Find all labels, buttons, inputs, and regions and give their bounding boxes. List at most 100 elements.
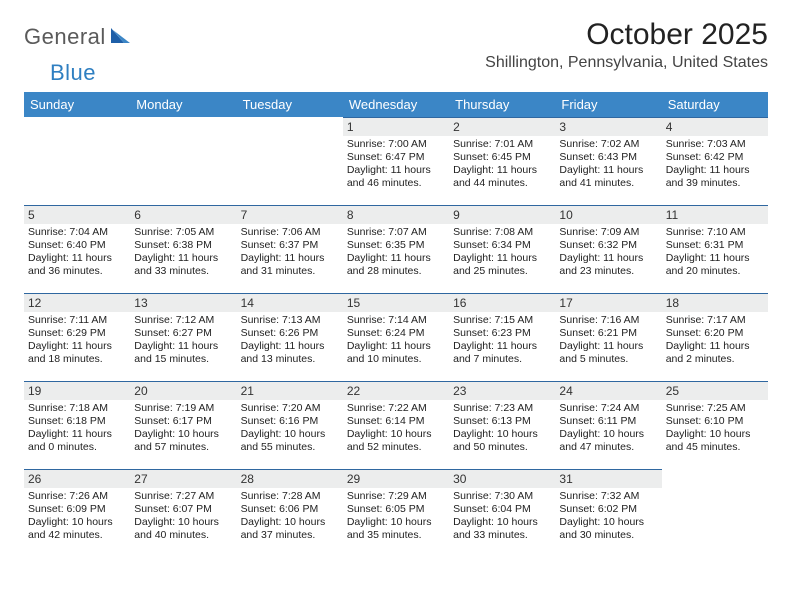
day-details: Sunrise: 7:10 AMSunset: 6:31 PMDaylight:… xyxy=(662,224,768,279)
day-details: Sunrise: 7:11 AMSunset: 6:29 PMDaylight:… xyxy=(24,312,130,367)
day-number: 23 xyxy=(449,381,555,400)
calendar-header-row: SundayMondayTuesdayWednesdayThursdayFrid… xyxy=(24,92,768,117)
day-number: 1 xyxy=(343,117,449,136)
day-number: 31 xyxy=(555,469,661,488)
calendar-day-cell: 29Sunrise: 7:29 AMSunset: 6:05 PMDayligh… xyxy=(343,469,449,557)
day-number: 7 xyxy=(237,205,343,224)
day-number: 11 xyxy=(662,205,768,224)
location-text: Shillington, Pennsylvania, United States xyxy=(485,54,768,72)
calendar-day-cell: 20Sunrise: 7:19 AMSunset: 6:17 PMDayligh… xyxy=(130,381,236,469)
day-number: 27 xyxy=(130,469,236,488)
day-details: Sunrise: 7:18 AMSunset: 6:18 PMDaylight:… xyxy=(24,400,130,455)
day-details: Sunrise: 7:13 AMSunset: 6:26 PMDaylight:… xyxy=(237,312,343,367)
calendar-body: 1Sunrise: 7:00 AMSunset: 6:47 PMDaylight… xyxy=(24,117,768,557)
day-number: 17 xyxy=(555,293,661,312)
calendar-day-cell: 25Sunrise: 7:25 AMSunset: 6:10 PMDayligh… xyxy=(662,381,768,469)
calendar-empty-cell xyxy=(24,117,130,205)
calendar-day-cell: 5Sunrise: 7:04 AMSunset: 6:40 PMDaylight… xyxy=(24,205,130,293)
day-number: 28 xyxy=(237,469,343,488)
day-number: 21 xyxy=(237,381,343,400)
calendar-day-cell: 30Sunrise: 7:30 AMSunset: 6:04 PMDayligh… xyxy=(449,469,555,557)
calendar-week-row: 1Sunrise: 7:00 AMSunset: 6:47 PMDaylight… xyxy=(24,117,768,205)
day-details: Sunrise: 7:03 AMSunset: 6:42 PMDaylight:… xyxy=(662,136,768,191)
calendar-day-cell: 24Sunrise: 7:24 AMSunset: 6:11 PMDayligh… xyxy=(555,381,661,469)
logo-sail-icon xyxy=(110,26,132,49)
day-number: 20 xyxy=(130,381,236,400)
day-details: Sunrise: 7:22 AMSunset: 6:14 PMDaylight:… xyxy=(343,400,449,455)
calendar-day-cell: 23Sunrise: 7:23 AMSunset: 6:13 PMDayligh… xyxy=(449,381,555,469)
day-number: 19 xyxy=(24,381,130,400)
logo-text-general: General xyxy=(24,24,106,50)
calendar-page: General October 2025 Shillington, Pennsy… xyxy=(0,0,792,557)
day-details: Sunrise: 7:26 AMSunset: 6:09 PMDaylight:… xyxy=(24,488,130,543)
day-number: 10 xyxy=(555,205,661,224)
day-number: 5 xyxy=(24,205,130,224)
calendar-day-cell: 8Sunrise: 7:07 AMSunset: 6:35 PMDaylight… xyxy=(343,205,449,293)
calendar-empty-cell xyxy=(662,469,768,557)
day-number: 29 xyxy=(343,469,449,488)
day-header: Wednesday xyxy=(343,92,449,117)
day-number: 18 xyxy=(662,293,768,312)
day-number: 25 xyxy=(662,381,768,400)
day-number: 4 xyxy=(662,117,768,136)
day-details: Sunrise: 7:07 AMSunset: 6:35 PMDaylight:… xyxy=(343,224,449,279)
day-details: Sunrise: 7:24 AMSunset: 6:11 PMDaylight:… xyxy=(555,400,661,455)
calendar-day-cell: 12Sunrise: 7:11 AMSunset: 6:29 PMDayligh… xyxy=(24,293,130,381)
day-details: Sunrise: 7:17 AMSunset: 6:20 PMDaylight:… xyxy=(662,312,768,367)
day-number: 6 xyxy=(130,205,236,224)
calendar-empty-cell xyxy=(237,117,343,205)
day-details: Sunrise: 7:06 AMSunset: 6:37 PMDaylight:… xyxy=(237,224,343,279)
day-details: Sunrise: 7:25 AMSunset: 6:10 PMDaylight:… xyxy=(662,400,768,455)
calendar-day-cell: 9Sunrise: 7:08 AMSunset: 6:34 PMDaylight… xyxy=(449,205,555,293)
calendar-day-cell: 21Sunrise: 7:20 AMSunset: 6:16 PMDayligh… xyxy=(237,381,343,469)
calendar-day-cell: 19Sunrise: 7:18 AMSunset: 6:18 PMDayligh… xyxy=(24,381,130,469)
day-details: Sunrise: 7:05 AMSunset: 6:38 PMDaylight:… xyxy=(130,224,236,279)
day-details: Sunrise: 7:02 AMSunset: 6:43 PMDaylight:… xyxy=(555,136,661,191)
title-block: October 2025 Shillington, Pennsylvania, … xyxy=(485,18,768,72)
day-header: Thursday xyxy=(449,92,555,117)
day-number: 8 xyxy=(343,205,449,224)
day-details: Sunrise: 7:01 AMSunset: 6:45 PMDaylight:… xyxy=(449,136,555,191)
day-details: Sunrise: 7:08 AMSunset: 6:34 PMDaylight:… xyxy=(449,224,555,279)
calendar-table: SundayMondayTuesdayWednesdayThursdayFrid… xyxy=(24,92,768,557)
day-details: Sunrise: 7:20 AMSunset: 6:16 PMDaylight:… xyxy=(237,400,343,455)
calendar-day-cell: 16Sunrise: 7:15 AMSunset: 6:23 PMDayligh… xyxy=(449,293,555,381)
day-details: Sunrise: 7:28 AMSunset: 6:06 PMDaylight:… xyxy=(237,488,343,543)
calendar-day-cell: 27Sunrise: 7:27 AMSunset: 6:07 PMDayligh… xyxy=(130,469,236,557)
day-header: Friday xyxy=(555,92,661,117)
day-number: 15 xyxy=(343,293,449,312)
day-details: Sunrise: 7:14 AMSunset: 6:24 PMDaylight:… xyxy=(343,312,449,367)
day-number: 13 xyxy=(130,293,236,312)
calendar-day-cell: 10Sunrise: 7:09 AMSunset: 6:32 PMDayligh… xyxy=(555,205,661,293)
day-details: Sunrise: 7:16 AMSunset: 6:21 PMDaylight:… xyxy=(555,312,661,367)
calendar-day-cell: 31Sunrise: 7:32 AMSunset: 6:02 PMDayligh… xyxy=(555,469,661,557)
calendar-day-cell: 15Sunrise: 7:14 AMSunset: 6:24 PMDayligh… xyxy=(343,293,449,381)
header: General October 2025 Shillington, Pennsy… xyxy=(24,18,768,72)
day-number: 14 xyxy=(237,293,343,312)
calendar-day-cell: 6Sunrise: 7:05 AMSunset: 6:38 PMDaylight… xyxy=(130,205,236,293)
calendar-day-cell: 14Sunrise: 7:13 AMSunset: 6:26 PMDayligh… xyxy=(237,293,343,381)
calendar-day-cell: 28Sunrise: 7:28 AMSunset: 6:06 PMDayligh… xyxy=(237,469,343,557)
day-details: Sunrise: 7:27 AMSunset: 6:07 PMDaylight:… xyxy=(130,488,236,543)
calendar-week-row: 26Sunrise: 7:26 AMSunset: 6:09 PMDayligh… xyxy=(24,469,768,557)
day-number: 24 xyxy=(555,381,661,400)
day-details: Sunrise: 7:19 AMSunset: 6:17 PMDaylight:… xyxy=(130,400,236,455)
day-header: Sunday xyxy=(24,92,130,117)
calendar-day-cell: 11Sunrise: 7:10 AMSunset: 6:31 PMDayligh… xyxy=(662,205,768,293)
month-title: October 2025 xyxy=(485,18,768,52)
calendar-week-row: 5Sunrise: 7:04 AMSunset: 6:40 PMDaylight… xyxy=(24,205,768,293)
day-number: 22 xyxy=(343,381,449,400)
calendar-day-cell: 3Sunrise: 7:02 AMSunset: 6:43 PMDaylight… xyxy=(555,117,661,205)
calendar-day-cell: 17Sunrise: 7:16 AMSunset: 6:21 PMDayligh… xyxy=(555,293,661,381)
day-details: Sunrise: 7:15 AMSunset: 6:23 PMDaylight:… xyxy=(449,312,555,367)
calendar-empty-cell xyxy=(130,117,236,205)
calendar-day-cell: 7Sunrise: 7:06 AMSunset: 6:37 PMDaylight… xyxy=(237,205,343,293)
day-number: 26 xyxy=(24,469,130,488)
calendar-day-cell: 18Sunrise: 7:17 AMSunset: 6:20 PMDayligh… xyxy=(662,293,768,381)
calendar-day-cell: 26Sunrise: 7:26 AMSunset: 6:09 PMDayligh… xyxy=(24,469,130,557)
day-number: 2 xyxy=(449,117,555,136)
logo-text-blue: Blue xyxy=(50,60,96,85)
day-number: 9 xyxy=(449,205,555,224)
day-number: 30 xyxy=(449,469,555,488)
day-details: Sunrise: 7:12 AMSunset: 6:27 PMDaylight:… xyxy=(130,312,236,367)
